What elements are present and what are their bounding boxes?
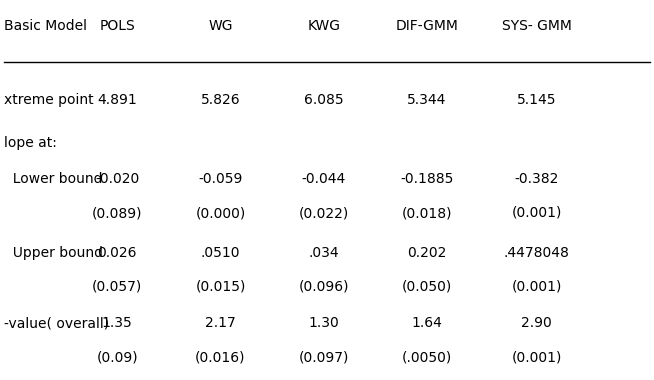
Text: xtreme point: xtreme point xyxy=(4,93,94,108)
Text: (0.001): (0.001) xyxy=(511,206,562,220)
Text: Lower bound: Lower bound xyxy=(4,172,103,186)
Text: WG: WG xyxy=(208,19,233,33)
Text: 1.35: 1.35 xyxy=(102,317,133,330)
Text: SYS- GMM: SYS- GMM xyxy=(502,19,572,33)
Text: -0.382: -0.382 xyxy=(515,172,559,186)
Text: 0.026: 0.026 xyxy=(97,246,137,260)
Text: (0.015): (0.015) xyxy=(196,280,246,294)
Text: lope at:: lope at: xyxy=(4,136,57,150)
Text: 2.90: 2.90 xyxy=(521,317,552,330)
Text: (0.050): (0.050) xyxy=(402,280,452,294)
Text: 5.344: 5.344 xyxy=(407,93,447,108)
Text: 6.085: 6.085 xyxy=(304,93,343,108)
Text: (.0050): (.0050) xyxy=(402,351,452,364)
Text: (0.097): (0.097) xyxy=(299,351,349,364)
Text: 1.30: 1.30 xyxy=(309,317,339,330)
Text: .034: .034 xyxy=(309,246,339,260)
Text: (0.09): (0.09) xyxy=(96,351,138,364)
Text: (0.001): (0.001) xyxy=(511,280,562,294)
Text: (0.096): (0.096) xyxy=(298,280,349,294)
Text: (0.016): (0.016) xyxy=(195,351,246,364)
Text: POLS: POLS xyxy=(99,19,135,33)
Text: -0.059: -0.059 xyxy=(198,172,243,186)
Text: -0.1885: -0.1885 xyxy=(400,172,454,186)
Text: -0.020: -0.020 xyxy=(95,172,139,186)
Text: 0.202: 0.202 xyxy=(407,246,447,260)
Text: (0.089): (0.089) xyxy=(92,207,143,221)
Text: 2.17: 2.17 xyxy=(205,317,236,330)
Text: .4478048: .4478048 xyxy=(504,246,570,260)
Text: Upper bound: Upper bound xyxy=(4,246,103,260)
Text: 1.64: 1.64 xyxy=(411,317,443,330)
Text: .0510: .0510 xyxy=(201,246,240,260)
Text: Basic Model: Basic Model xyxy=(4,19,87,33)
Text: KWG: KWG xyxy=(307,19,340,33)
Text: -value( overall): -value( overall) xyxy=(4,317,109,330)
Text: 5.145: 5.145 xyxy=(517,93,557,108)
Text: (0.018): (0.018) xyxy=(402,207,453,221)
Text: (0.001): (0.001) xyxy=(511,351,562,364)
Text: (0.057): (0.057) xyxy=(92,280,143,294)
Text: -0.044: -0.044 xyxy=(301,172,346,186)
Text: (0.000): (0.000) xyxy=(196,207,246,221)
Text: DIF-GMM: DIF-GMM xyxy=(396,19,458,33)
Text: 5.826: 5.826 xyxy=(201,93,240,108)
Text: (0.022): (0.022) xyxy=(299,207,349,221)
Text: 4.891: 4.891 xyxy=(97,93,137,108)
